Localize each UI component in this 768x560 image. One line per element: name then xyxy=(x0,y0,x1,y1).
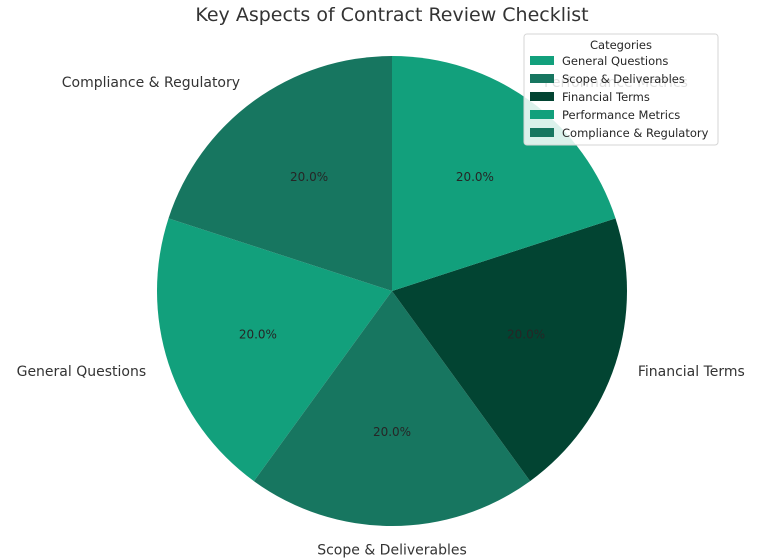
pie-slice xyxy=(392,218,627,482)
legend-label: Compliance & Regulatory xyxy=(562,126,709,140)
legend-title: Categories xyxy=(590,38,652,52)
legend-swatch xyxy=(530,56,554,65)
legend-box xyxy=(523,33,719,146)
percent-labels: 20.0% 20.0% 20.0% 20.0% 20.0% xyxy=(239,170,545,439)
legend-label: Performance Metrics xyxy=(562,108,680,122)
pie-wedges xyxy=(156,56,627,526)
percent-label: 20.0% xyxy=(456,170,494,184)
category-label: Scope & Deliverables xyxy=(317,543,467,559)
legend-label: Scope & Deliverables xyxy=(562,72,685,86)
category-label: Financial Terms xyxy=(638,364,745,380)
legend-label: General Questions xyxy=(562,54,668,68)
percent-label: 20.0% xyxy=(373,425,411,439)
legend-label: Financial Terms xyxy=(562,90,650,104)
legend-swatch xyxy=(530,92,554,101)
pie-slice xyxy=(156,218,392,482)
percent-label: 20.0% xyxy=(239,328,277,342)
percent-label: 20.0% xyxy=(290,170,328,184)
legend-swatch xyxy=(530,110,554,119)
chart-title: Key Aspects of Contract Review Checklist xyxy=(195,4,588,26)
percent-label: 20.0% xyxy=(507,328,545,342)
category-label: General Questions xyxy=(17,364,147,380)
legend: Categories General Questions Scope & Deli… xyxy=(523,33,719,146)
pie-slice xyxy=(392,56,616,291)
category-label: Compliance & Regulatory xyxy=(62,75,240,91)
pie-slice xyxy=(253,291,531,526)
pie-slice xyxy=(168,56,392,291)
legend-swatch xyxy=(530,128,554,137)
legend-items: General Questions Scope & Deliverables Fin… xyxy=(530,54,709,140)
legend-swatch xyxy=(530,74,554,83)
